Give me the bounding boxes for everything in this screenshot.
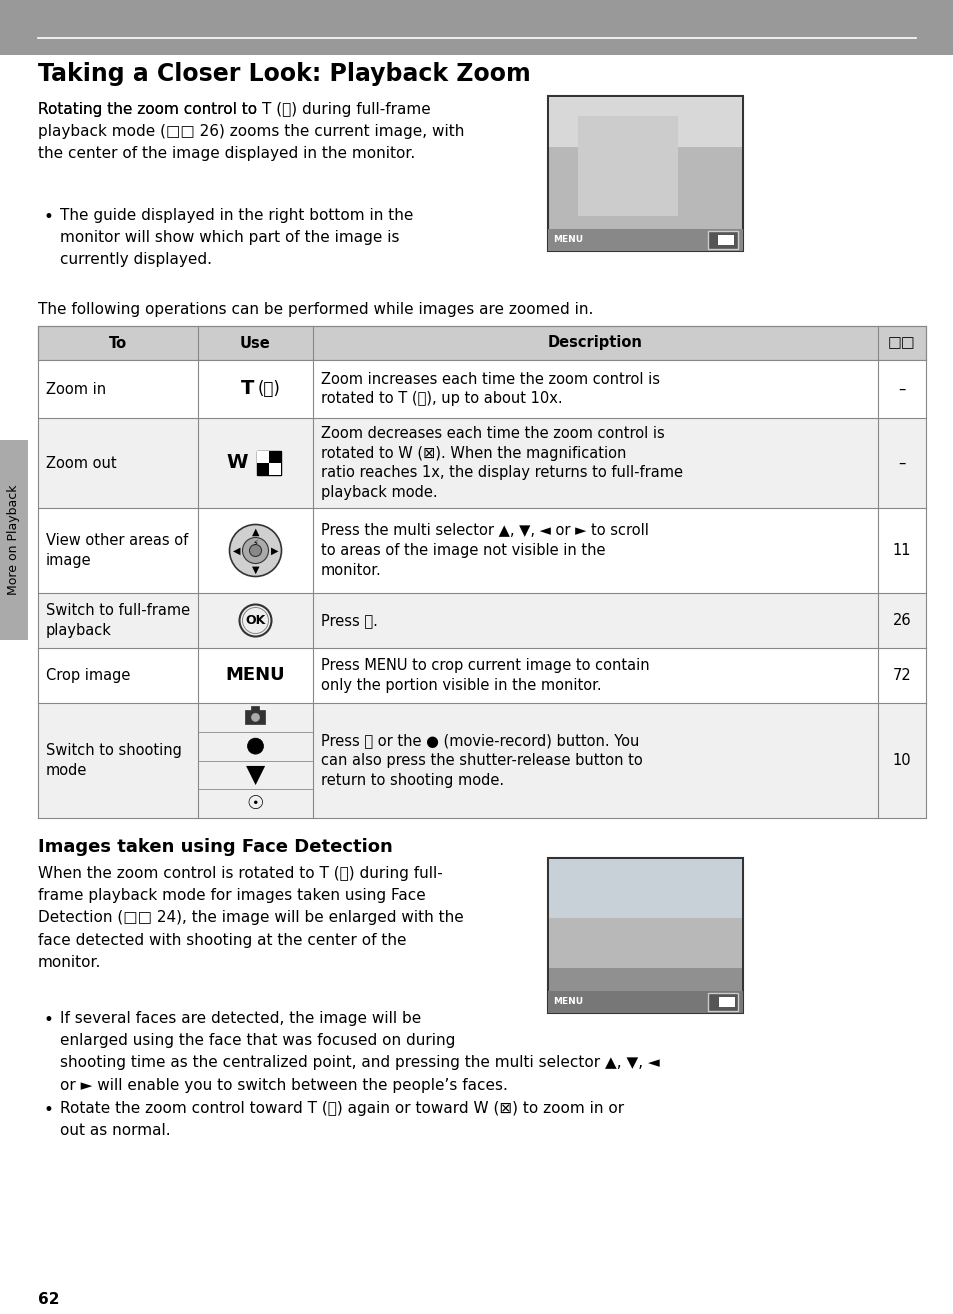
FancyBboxPatch shape: [718, 235, 733, 244]
FancyBboxPatch shape: [245, 711, 265, 724]
FancyBboxPatch shape: [707, 993, 738, 1010]
FancyBboxPatch shape: [547, 991, 742, 1013]
Text: Crop image: Crop image: [46, 668, 131, 683]
FancyBboxPatch shape: [0, 0, 953, 55]
FancyBboxPatch shape: [0, 440, 28, 640]
Text: Description: Description: [547, 335, 642, 351]
Text: OK: OK: [245, 614, 265, 627]
Text: □□: □□: [887, 335, 915, 351]
Text: •: •: [44, 1101, 53, 1120]
Circle shape: [242, 607, 268, 633]
Text: ⚡: ⚡: [253, 537, 258, 547]
Text: Zoom out: Zoom out: [46, 456, 116, 470]
FancyBboxPatch shape: [548, 97, 741, 147]
FancyBboxPatch shape: [38, 509, 925, 593]
Text: ▼: ▼: [252, 565, 259, 574]
Text: The guide displayed in the right bottom in the
monitor will show which part of t: The guide displayed in the right bottom …: [60, 208, 413, 268]
Text: Switch to full-frame
playback: Switch to full-frame playback: [46, 603, 190, 637]
Text: (Ⓠ): (Ⓠ): [258, 380, 280, 398]
Text: 26: 26: [892, 614, 910, 628]
Text: ◀: ◀: [233, 545, 240, 556]
Text: Press the multi selector ▲, ▼, ◄ or ► to scroll
to areas of the image not visibl: Press the multi selector ▲, ▼, ◄ or ► to…: [320, 523, 648, 578]
Text: T: T: [240, 380, 253, 398]
Text: To: To: [109, 335, 127, 351]
Text: Zoom in: Zoom in: [46, 381, 106, 397]
Text: Press MENU to crop current image to contain
only the portion visible in the moni: Press MENU to crop current image to cont…: [320, 658, 649, 692]
Text: ☉: ☉: [247, 794, 264, 813]
Text: Use: Use: [240, 335, 271, 351]
Text: Zoom decreases each time the zoom control is
rotated to W (⊠). When the magnific: Zoom decreases each time the zoom contro…: [320, 426, 682, 501]
Text: W: W: [227, 453, 248, 473]
Text: 62: 62: [38, 1292, 59, 1307]
Text: Rotating the zoom control to: Rotating the zoom control to: [38, 102, 262, 117]
FancyBboxPatch shape: [257, 451, 281, 474]
Text: –: –: [898, 381, 904, 397]
Circle shape: [230, 524, 281, 577]
FancyBboxPatch shape: [548, 968, 741, 1012]
FancyBboxPatch shape: [548, 918, 741, 978]
FancyBboxPatch shape: [269, 463, 281, 474]
Text: Press Ⓐ or the ● (movie-record) button. You
can also press the shutter-release b: Press Ⓐ or the ● (movie-record) button. …: [320, 733, 642, 788]
Text: ▶: ▶: [271, 545, 278, 556]
Text: When the zoom control is rotated to T (Ⓠ) during full-
frame playback mode for i: When the zoom control is rotated to T (Ⓠ…: [38, 866, 463, 970]
Text: Switch to shooting
mode: Switch to shooting mode: [46, 744, 182, 778]
Text: The following operations can be performed while images are zoomed in.: The following operations can be performe…: [38, 302, 593, 317]
Text: MENU: MENU: [226, 666, 285, 685]
Text: –: –: [898, 456, 904, 470]
Text: Rotate the zoom control toward T (Ⓠ) again or toward W (⊠) to zoom in or
out as : Rotate the zoom control toward T (Ⓠ) aga…: [60, 1101, 623, 1138]
FancyBboxPatch shape: [547, 858, 742, 1013]
Text: Rotating the zoom control to T: Rotating the zoom control to T: [38, 102, 301, 117]
Circle shape: [242, 537, 268, 564]
FancyBboxPatch shape: [252, 707, 259, 711]
Text: 72: 72: [892, 668, 910, 683]
Circle shape: [250, 544, 261, 557]
Text: Zoom increases each time the zoom control is
rotated to T (Ⓠ), up to about 10x.: Zoom increases each time the zoom contro…: [320, 372, 659, 406]
FancyBboxPatch shape: [38, 360, 925, 418]
Text: •: •: [44, 1010, 53, 1029]
Text: 10: 10: [892, 753, 910, 767]
FancyBboxPatch shape: [547, 229, 742, 251]
Circle shape: [239, 604, 272, 636]
FancyBboxPatch shape: [38, 418, 925, 509]
Text: More on Playback: More on Playback: [8, 485, 20, 595]
Circle shape: [252, 714, 259, 721]
Text: Rotating the zoom control to T (Ⓠ) during full-frame
playback mode (□□ 26) zooms: Rotating the zoom control to T (Ⓠ) durin…: [38, 102, 464, 162]
FancyBboxPatch shape: [38, 703, 925, 819]
Text: Press Ⓢ.: Press Ⓢ.: [320, 614, 377, 628]
Text: 11: 11: [892, 543, 910, 558]
FancyBboxPatch shape: [38, 326, 925, 360]
FancyBboxPatch shape: [578, 116, 678, 215]
Text: MENU: MENU: [553, 235, 582, 244]
FancyBboxPatch shape: [548, 859, 741, 918]
Text: MENU: MENU: [553, 997, 582, 1007]
FancyBboxPatch shape: [707, 231, 738, 248]
Text: Images taken using Face Detection: Images taken using Face Detection: [38, 838, 393, 855]
Text: •: •: [44, 208, 53, 226]
Text: ▼: ▼: [246, 763, 265, 787]
Text: If several faces are detected, the image will be
enlarged using the face that wa: If several faces are detected, the image…: [60, 1010, 659, 1093]
Text: View other areas of
image: View other areas of image: [46, 533, 188, 568]
FancyBboxPatch shape: [719, 997, 734, 1007]
FancyBboxPatch shape: [547, 96, 742, 251]
Text: Taking a Closer Look: Playback Zoom: Taking a Closer Look: Playback Zoom: [38, 62, 530, 85]
Text: ▲: ▲: [252, 527, 259, 536]
Circle shape: [247, 738, 263, 754]
FancyBboxPatch shape: [38, 648, 925, 703]
FancyBboxPatch shape: [38, 593, 925, 648]
FancyBboxPatch shape: [257, 451, 269, 463]
